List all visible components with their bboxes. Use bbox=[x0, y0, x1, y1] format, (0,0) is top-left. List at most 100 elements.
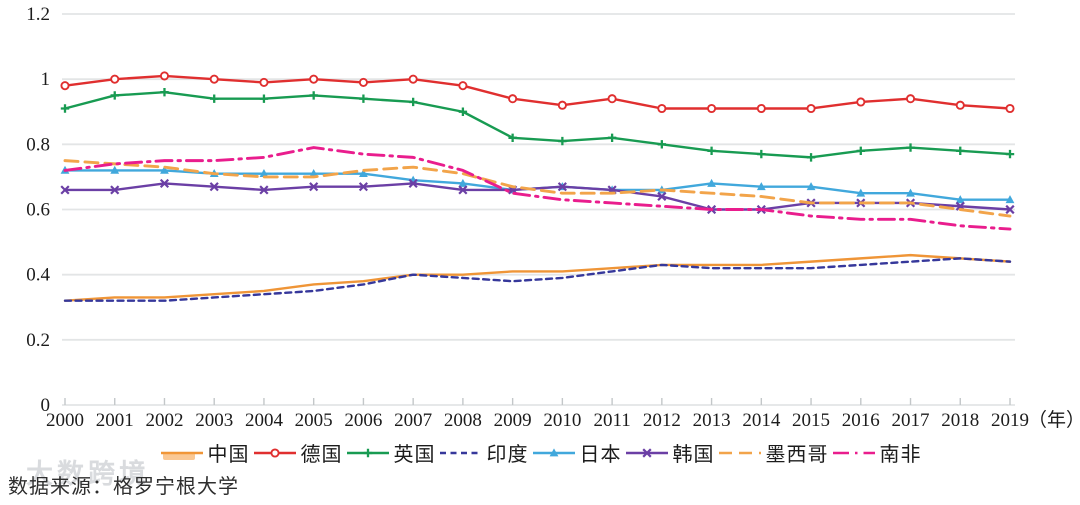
data-point-marker bbox=[60, 185, 70, 195]
data-point-marker bbox=[956, 146, 965, 156]
data-point-marker bbox=[210, 94, 219, 103]
data-point-marker bbox=[110, 165, 120, 174]
legend-item-korea: 韩国 bbox=[624, 438, 715, 467]
legend-swatch-germany bbox=[253, 447, 296, 458]
legend-item-germany: 德国 bbox=[252, 438, 343, 467]
data-point-marker bbox=[259, 169, 269, 178]
data-point-marker bbox=[160, 88, 169, 97]
data-point-marker bbox=[557, 100, 567, 110]
data-point-marker bbox=[408, 97, 418, 107]
data-point-marker bbox=[159, 178, 170, 189]
data-point-marker bbox=[1005, 103, 1015, 114]
legend-swatch-china bbox=[160, 451, 203, 454]
legend-swatch-uk bbox=[346, 448, 389, 457]
data-point-marker bbox=[458, 185, 468, 195]
data-point-marker bbox=[259, 94, 269, 103]
data-point-marker bbox=[806, 103, 816, 114]
x-axis-unit-label: （年） bbox=[1028, 409, 1080, 431]
data-point-marker bbox=[408, 74, 418, 84]
y-axis-tick-label: 0 bbox=[41, 395, 51, 416]
y-axis-tick-label: 0.2 bbox=[26, 330, 50, 351]
legend-label-korea: 韩国 bbox=[672, 444, 715, 466]
data-point-marker bbox=[905, 94, 916, 104]
data-point-marker bbox=[508, 133, 517, 143]
data-point-marker bbox=[110, 185, 120, 195]
x-axis-tick-label: 2008 bbox=[444, 410, 482, 431]
data-point-marker bbox=[458, 81, 468, 91]
data-point-marker bbox=[160, 165, 169, 174]
data-point-marker bbox=[906, 188, 915, 197]
legend-label-mexico: 墨西哥 bbox=[765, 444, 829, 466]
data-point-marker bbox=[1005, 195, 1015, 204]
data-point-marker bbox=[806, 182, 816, 191]
data-point-marker bbox=[906, 143, 915, 152]
x-axis-tick-label: 2013 bbox=[693, 410, 731, 431]
x-axis-tick-label: 2004 bbox=[245, 410, 284, 431]
data-point-marker bbox=[806, 153, 816, 162]
data-point-marker bbox=[259, 77, 269, 87]
series-line-uk bbox=[63, 90, 1012, 159]
data-point-marker bbox=[657, 103, 667, 114]
data-point-marker bbox=[359, 94, 368, 103]
x-axis-tick-label: 2000 bbox=[46, 410, 84, 431]
x-axis-tick-label: 2002 bbox=[145, 410, 183, 431]
data-point-marker bbox=[309, 182, 319, 192]
legend-swatch-japan bbox=[532, 447, 575, 456]
data-point-marker bbox=[1005, 149, 1015, 159]
legend-item-southafrica: 南非 bbox=[831, 438, 922, 467]
x-axis-tick-label: 2018 bbox=[941, 410, 979, 431]
data-point-marker bbox=[1005, 204, 1015, 215]
legend-swatch-korea bbox=[625, 447, 668, 458]
x-axis-tick-label: 2012 bbox=[643, 410, 681, 431]
data-point-marker bbox=[309, 91, 318, 100]
data-point-marker bbox=[110, 91, 119, 100]
data-point-marker bbox=[309, 74, 319, 84]
data-point-marker bbox=[209, 182, 219, 192]
data-point-marker bbox=[269, 447, 280, 458]
data-point-marker bbox=[955, 195, 965, 204]
data-point-marker bbox=[707, 178, 716, 187]
x-axis-tick-label: 2001 bbox=[96, 410, 134, 431]
data-point-marker bbox=[60, 104, 70, 113]
data-point-marker bbox=[657, 140, 667, 149]
data-point-marker bbox=[856, 146, 865, 156]
series-line-germany bbox=[63, 74, 1012, 110]
source-note: 数据来源：格罗宁根大学 bbox=[8, 476, 239, 498]
series-line-mexico bbox=[63, 159, 1012, 218]
data-point-marker bbox=[60, 81, 70, 91]
data-point-marker bbox=[607, 94, 617, 104]
data-point-marker bbox=[408, 178, 418, 189]
x-axis-tick-label: 2003 bbox=[195, 410, 233, 431]
data-point-marker bbox=[756, 182, 766, 191]
data-point-marker bbox=[458, 178, 468, 187]
data-point-marker bbox=[557, 182, 567, 192]
legend-item-uk: 英国 bbox=[345, 438, 436, 467]
data-point-marker bbox=[110, 74, 120, 84]
data-point-marker bbox=[508, 94, 518, 104]
line-chart: 0 0.2 0.4 0.6 0.8 1 1.2 2000 2001 2002 2003 2004 200… bbox=[26, 4, 1080, 431]
data-point-marker bbox=[856, 188, 866, 197]
x-axis-tick-label: 2010 bbox=[543, 410, 581, 431]
legend-label-japan: 日本 bbox=[579, 444, 622, 466]
series-line-china bbox=[63, 253, 1012, 302]
y-axis-tick-label: 0.8 bbox=[26, 134, 50, 155]
y-axis-tick-label: 1.2 bbox=[26, 4, 50, 25]
series-line-southafrica bbox=[63, 146, 1012, 231]
x-axis-tick-label: 2014 bbox=[742, 410, 781, 431]
x-axis-tick-label: 2009 bbox=[494, 410, 532, 431]
series-line-india bbox=[63, 257, 1012, 302]
data-point-marker bbox=[549, 447, 558, 456]
legend-swatch-india bbox=[439, 451, 482, 454]
x-axis-tick-label: 2011 bbox=[593, 410, 630, 431]
x-axis-tick-label: 2019 bbox=[991, 410, 1029, 431]
legend-swatch-southafrica bbox=[832, 451, 875, 454]
legend-label-southafrica: 南非 bbox=[879, 444, 922, 466]
data-point-marker bbox=[641, 447, 652, 458]
data-point-marker bbox=[607, 133, 617, 143]
legend-item-india: 印度 bbox=[438, 438, 529, 467]
data-point-marker bbox=[358, 182, 368, 192]
legend-label-china: 中国 bbox=[207, 444, 250, 466]
data-point-marker bbox=[707, 146, 716, 156]
data-point-marker bbox=[363, 448, 372, 457]
data-point-marker bbox=[955, 100, 965, 110]
